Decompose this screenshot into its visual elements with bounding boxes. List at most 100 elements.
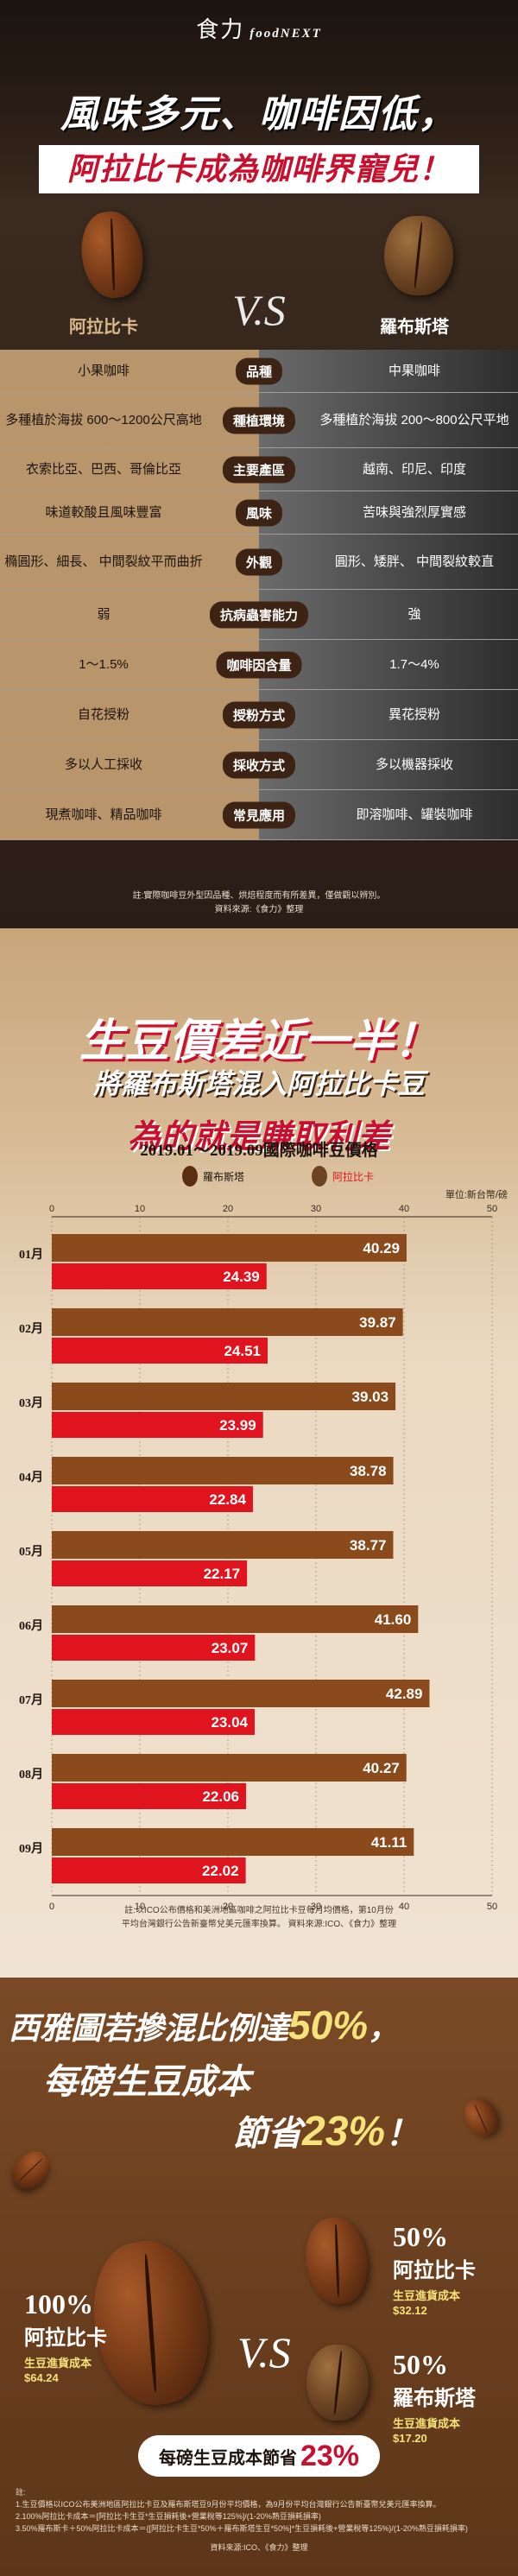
mix-a-cost-value: $32.12 (393, 2304, 427, 2317)
note-1: 1.生豆價格以ICO公布美洲地區阿拉比卡豆及羅布斯塔豆9月份平均價格，為9月份平… (16, 2499, 441, 2509)
full-cost-label: 生豆進貨成本 (24, 2357, 92, 2370)
arabica-value-label: 40.27 (363, 1760, 400, 1776)
category-label: 09月 (19, 1842, 43, 1856)
arabica-cell: 自花授粉 (0, 690, 259, 739)
x-tick-label-top: 0 (49, 1204, 54, 1214)
arabica-value-label: 41.60 (375, 1611, 412, 1628)
mix-b-cost-label: 生豆進貨成本 (393, 2417, 461, 2430)
vs-label: V.S (237, 2328, 291, 2377)
legend-bean-icon (182, 1166, 198, 1187)
full-cost-value: $64.24 (24, 2371, 59, 2384)
full-percent: 100% (24, 2288, 93, 2320)
comparison-row: 橢圓形、細長、 中間裂紋平而曲折 圓形、矮胖、 中間裂紋較直 外觀 (0, 535, 518, 590)
savings-section: 西雅圖若摻混比例達50%， 每磅生豆成本 節省23%！ 100% 阿拉比卡 生豆… (0, 1978, 518, 2576)
mix-b-percent: 50% (393, 2349, 448, 2380)
savings-line-3: 節省23%！ (233, 2105, 420, 2155)
note-source: 資料來源:ICO、《食力》整理 (210, 2542, 308, 2552)
robusta-cell: 苦味與強烈厚實感 (259, 491, 518, 534)
comparison-row: 味道較酸且風味豐富 苦味與強烈厚實感 風味 (0, 491, 518, 535)
comparison-row: 自花授粉 異花授粉 授粉方式 (0, 690, 518, 740)
savings-summary-badge: 每磅生豆成本節省 23% (138, 2435, 380, 2477)
comparison-section: 食力 foodNEXT 風味多元、咖啡因低， 阿拉比卡成為咖啡界寵兒！ 阿拉比卡 … (0, 0, 518, 928)
arabica-cell: 多種植於海拔 600～1200公尺高地 (0, 393, 259, 447)
note-head: 註: (16, 2488, 26, 2497)
summary-percent: 23% (300, 2439, 360, 2472)
mix-b-cost-value: $17.20 (393, 2432, 427, 2445)
arabica-cell: 小果咖啡 (0, 350, 259, 392)
robusta-value-label: 23.04 (211, 1714, 248, 1731)
savings-percent: 23% (302, 2109, 386, 2155)
mix-robusta-bean-icon (306, 2345, 369, 2421)
arabica-bar (52, 1383, 396, 1410)
brand-name: 食力 (196, 17, 245, 43)
savings-footnote: 註: 1.生豆價格以ICO公布美洲地區阿拉比卡豆及羅布斯塔豆9月份平均價格，為9… (16, 2487, 502, 2554)
savings-line-2: 每磅生豆成本 (43, 2063, 250, 2101)
x-tick-label-top: 50 (487, 1204, 497, 1214)
row-label: 風味 (235, 499, 283, 526)
deco-bean-icon (458, 2093, 503, 2142)
arabica-bar (52, 1457, 394, 1484)
robusta-bar (52, 1783, 247, 1809)
savings-line-3c: ！ (385, 2115, 420, 2153)
arabica-heading: 阿拉比卡 (69, 316, 138, 337)
robusta-cell: 多種植於海拔 200～800公尺平地 (259, 393, 518, 447)
row-label: 外觀 (235, 548, 283, 575)
row-label: 抗病蟲害能力 (209, 601, 309, 628)
row-label: 主要產區 (222, 456, 296, 483)
full-arabica-block: 100% 阿拉比卡 生豆進貨成本 $64.24 (24, 2288, 128, 2384)
unit-label: 單位:新台幣/磅 (445, 1188, 508, 1200)
robusta-cell: 1.7～4% (259, 640, 518, 689)
row-label: 咖啡因含量 (216, 651, 302, 678)
arabica-bar (52, 1680, 430, 1707)
mix-arabica-block: 50% 阿拉比卡 生豆進貨成本 $32.12 (393, 2221, 514, 2317)
arabica-bar (52, 1605, 419, 1633)
arabica-bean-icon (76, 207, 148, 302)
row-label: 品種 (235, 358, 283, 384)
arabica-value-label: 40.29 (363, 1240, 400, 1256)
price-tagline: 為的就是賺取利差 (127, 1119, 390, 1155)
robusta-bar (52, 1412, 263, 1438)
legend-bean-icon (312, 1166, 327, 1187)
comparison-row: 現煮咖啡、精品咖啡 即溶咖啡、罐裝咖啡 常見應用 (0, 790, 518, 840)
savings-line-3a: 節省 (233, 2115, 302, 2153)
full-name: 阿拉比卡 (24, 2327, 107, 2350)
chart-title: 2019.01～2019.09國際咖啡豆價格 (140, 1142, 378, 1160)
arabica-value-label: 42.89 (386, 1686, 423, 1702)
comparison-row: 衣索比亞、巴西、哥倫比亞 越南、印尼、印度 主要產區 (0, 448, 518, 491)
price-headline: 生豆價差近一半！ (79, 1016, 439, 1066)
savings-line-1c: ， (368, 2010, 400, 2046)
price-subheadline: 將羅布斯塔混入阿拉比卡豆 (92, 1068, 425, 1099)
note-2: 2.100%阿拉比卡成本＝[阿拉比卡生豆*生豆損耗後+營業稅等125%]/(1-… (16, 2511, 321, 2521)
row-label: 採收方式 (222, 751, 296, 778)
blend-ratio: 50% (288, 2003, 369, 2048)
robusta-heading: 羅布斯塔 (380, 316, 449, 337)
brand-logo: 食力 foodNEXT (0, 12, 518, 44)
arabica-cell: 衣索比亞、巴西、哥倫比亞 (0, 448, 259, 491)
summary-text: 每磅生豆成本節省 (158, 2448, 297, 2468)
x-tick-label-bottom: 10 (135, 1902, 145, 1912)
mix-robusta-block: 50% 羅布斯塔 生豆進貨成本 $17.20 (393, 2349, 514, 2445)
arabica-cell: 橢圓形、細長、 中間裂紋平而曲折 (0, 535, 259, 589)
arabica-bar (52, 1234, 407, 1262)
arabica-value-label: 38.77 (350, 1537, 387, 1554)
comparison-row: 1～1.5% 1.7～4% 咖啡因含量 (0, 640, 518, 690)
comparison-row: 弱 強 抗病蟲害能力 (0, 590, 518, 640)
mix-a-cost-label: 生豆進貨成本 (393, 2289, 461, 2302)
robusta-bean-icon (384, 216, 453, 295)
x-tick-label-top: 20 (223, 1204, 233, 1214)
robusta-bar (52, 1560, 248, 1586)
arabica-bar (52, 1754, 407, 1782)
robusta-cell: 中果咖啡 (259, 350, 518, 392)
x-tick-label-bottom: 20 (223, 1902, 233, 1912)
category-label: 03月 (19, 1396, 43, 1410)
comparison-row: 多以人工採收 多以機器採收 採收方式 (0, 740, 518, 790)
category-label: 01月 (19, 1248, 43, 1262)
arabica-value-label: 38.78 (350, 1463, 387, 1479)
x-tick-label-bottom: 30 (311, 1902, 321, 1912)
hero-subtitle: 阿拉比卡成為咖啡界寵兒！ (39, 145, 479, 193)
category-label: 02月 (19, 1322, 43, 1336)
robusta-bar (52, 1263, 267, 1289)
robusta-value-label: 23.99 (219, 1417, 256, 1434)
